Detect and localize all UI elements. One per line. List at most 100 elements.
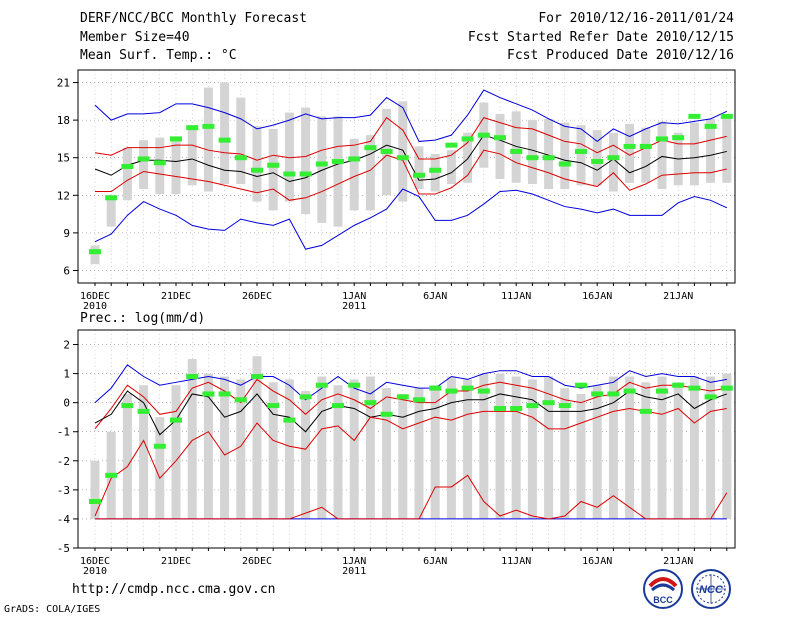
temp-obs-mark — [137, 156, 150, 162]
prec-xtick-label: 16DEC — [80, 556, 110, 567]
temp-year-label: 2010 — [83, 301, 107, 312]
temp-box — [301, 107, 311, 215]
prec-obs-mark — [445, 388, 458, 394]
temp-box — [284, 112, 294, 202]
temp-obs-mark — [494, 135, 506, 141]
temp-box — [122, 147, 132, 201]
prec-box — [252, 356, 262, 519]
temp-xtick-label: 1JAN — [342, 291, 366, 302]
temp-xtick-label: 26DEC — [242, 291, 272, 302]
temp-year-label: 2011 — [342, 301, 366, 312]
temp-box — [398, 101, 408, 202]
prec-box — [560, 388, 570, 519]
grads-credit: GrADS: COLA/IGES — [4, 604, 101, 615]
prec-box — [284, 379, 294, 519]
temp-obs-mark — [607, 155, 620, 161]
temp-box — [139, 140, 149, 190]
temp-obs-mark — [396, 155, 409, 161]
prec-box — [689, 376, 699, 519]
prec-box — [90, 460, 100, 519]
temp-obs-mark — [558, 161, 571, 167]
prec-obs-mark — [477, 388, 490, 394]
prec-box — [641, 382, 651, 519]
prec-obs-mark — [89, 498, 101, 504]
temp-xtick-label: 11JAN — [501, 291, 531, 302]
temp-xtick-label: 6JAN — [423, 291, 447, 302]
prec-box — [495, 373, 505, 519]
temp-line-min — [94, 188, 728, 250]
temp-obs-mark — [672, 135, 685, 141]
variable-label: Mean Surf. Temp.: °C — [80, 48, 237, 63]
prec-obs-mark — [137, 408, 150, 414]
bcc-logo-text: BCC — [653, 595, 673, 605]
temp-obs-mark — [202, 123, 215, 129]
temp-box — [722, 117, 732, 183]
prec-box — [155, 417, 165, 519]
temp-obs-mark — [283, 171, 296, 177]
prec-box — [722, 373, 732, 519]
temp-obs-mark — [267, 162, 280, 168]
prec-box — [139, 385, 149, 519]
temp-line-lower — [95, 149, 727, 201]
prec-box — [657, 376, 667, 519]
prec-obs-mark — [121, 403, 134, 409]
temp-box — [365, 135, 375, 211]
temp-box — [414, 146, 424, 190]
prec-box — [414, 388, 424, 519]
prec-obs-mark — [688, 385, 701, 391]
prec-box — [608, 376, 618, 519]
prec-obs-mark — [607, 391, 620, 397]
temp-obs-mark — [153, 160, 166, 166]
ncc-logo-icon: NCC — [691, 569, 731, 609]
chart-title: DERF/NCC/BCC Monthly Forecast — [80, 11, 307, 26]
prec-obs-mark — [720, 385, 733, 391]
temp-box — [171, 136, 181, 195]
temp-box — [689, 122, 699, 186]
temp-box — [203, 87, 213, 192]
prec-ytick-label: -2 — [57, 455, 70, 468]
prec-box — [511, 376, 521, 519]
prec-obs-mark — [494, 405, 506, 411]
temp-box — [592, 130, 602, 186]
prec-obs-mark — [348, 382, 361, 388]
source-url[interactable]: http://cmdp.ncc.cma.gov.cn — [72, 582, 276, 597]
prec-obs-mark — [186, 374, 199, 380]
prec-line-max — [94, 364, 727, 404]
prec-obs-mark — [105, 472, 118, 478]
prec-xtick-label: 21DEC — [161, 556, 191, 567]
prec-ytick-label: 0 — [63, 397, 70, 410]
prec-obs-mark — [510, 405, 523, 411]
temp-box — [527, 120, 537, 185]
temp-obs-mark — [639, 143, 652, 149]
temp-box — [317, 116, 327, 223]
started-date: Fcst Started Refer Date 2010/12/15 — [467, 30, 734, 45]
temp-box — [430, 153, 440, 192]
prec-box — [527, 379, 537, 519]
prec-line-mean — [94, 390, 727, 436]
temp-ytick-label: 12 — [57, 189, 70, 202]
prec-ytick-label: 2 — [63, 339, 70, 352]
prec-obs-mark — [639, 408, 652, 414]
prec-box — [349, 379, 359, 519]
prec-line-upper — [94, 378, 727, 430]
prec-box — [122, 393, 132, 519]
prec-box — [317, 376, 327, 519]
temp-obs-mark — [251, 167, 263, 173]
temp-box — [236, 97, 246, 185]
prec-box — [463, 379, 473, 519]
prec-obs-mark — [591, 391, 604, 397]
temp-ytick-label: 15 — [57, 152, 70, 165]
temp-obs-mark — [89, 249, 101, 255]
prec-obs-mark — [283, 417, 296, 423]
prec-xtick-label: 26DEC — [242, 556, 272, 567]
temp-obs-mark — [413, 172, 425, 178]
temp-box — [608, 132, 618, 192]
prec-ytick-label: -4 — [57, 513, 71, 526]
prec-box — [365, 376, 375, 519]
prec-obs-mark — [623, 388, 636, 394]
temp-obs-mark — [477, 132, 490, 138]
prec-xtick-label: 11JAN — [501, 556, 531, 567]
temp-obs-mark — [688, 113, 701, 119]
temp-ytick-label: 6 — [63, 264, 70, 277]
